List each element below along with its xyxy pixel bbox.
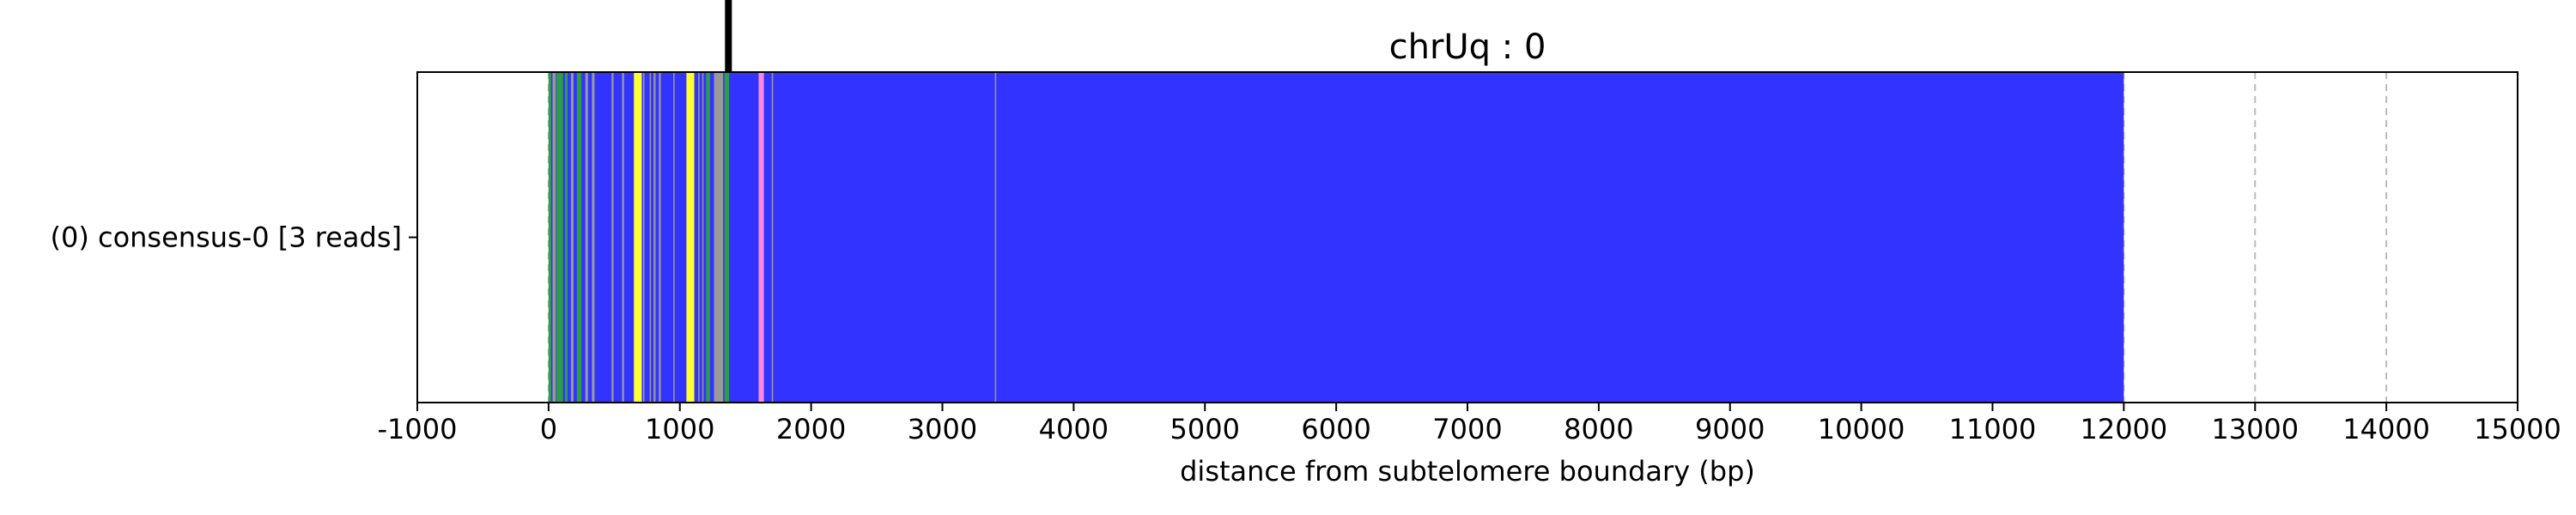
x-tick-label: 5000 — [1170, 413, 1240, 445]
x-axis: -1000 0 1000 2000 3000 4000 5000 6000 7000 8000 90… — [378, 403, 2561, 445]
track-segment — [564, 72, 568, 403]
x-tick-label: 14000 — [2342, 413, 2430, 445]
track-segment — [548, 72, 551, 403]
x-tick-label: 0 — [540, 413, 557, 445]
track-segment — [576, 72, 582, 403]
track-base-bar — [548, 72, 2124, 403]
x-tick-label: 6000 — [1301, 413, 1370, 445]
track-segment — [642, 72, 645, 403]
y-axis: (0) consensus-0 [3 reads] — [50, 221, 417, 254]
x-tick-label: 11000 — [1949, 413, 2037, 445]
x-tick-label: 15000 — [2474, 413, 2561, 445]
track-segment — [724, 72, 730, 403]
chart-title: chrUq : 0 — [1389, 27, 1546, 67]
track-segment — [706, 72, 710, 403]
track-segment — [673, 72, 675, 403]
track-segment — [686, 72, 695, 403]
track-segment — [622, 72, 624, 403]
x-tick-label: 1000 — [645, 413, 714, 445]
track-segment — [552, 72, 556, 403]
y-tick-label: (0) consensus-0 [3 reads] — [50, 221, 402, 254]
track-bars — [548, 72, 2124, 403]
track-segment — [611, 72, 614, 403]
track-segment — [702, 72, 704, 403]
x-tick-label: 3000 — [908, 413, 977, 445]
track-segment — [634, 72, 642, 403]
x-tick-label: 8000 — [1564, 413, 1633, 445]
x-tick-label: 10000 — [1818, 413, 1905, 445]
x-tick-label: 4000 — [1039, 413, 1109, 445]
x-tick-label: 2000 — [776, 413, 846, 445]
track-segment — [758, 72, 764, 403]
track-segment — [994, 72, 997, 403]
track-segment — [649, 72, 652, 403]
x-tick-label: 13000 — [2211, 413, 2299, 445]
track-segment — [714, 72, 724, 403]
track-segment — [698, 72, 700, 403]
x-tick-label: -1000 — [378, 413, 458, 445]
track-segment — [653, 72, 656, 403]
track-segment — [592, 72, 595, 403]
x-tick-label: 7000 — [1432, 413, 1502, 445]
track-segment — [570, 72, 574, 403]
track-segment — [771, 72, 774, 403]
x-tick-label: 12000 — [2080, 413, 2167, 445]
track-segment — [659, 72, 661, 403]
track-segment — [556, 72, 563, 403]
x-axis-label: distance from subtelomere boundary (bp) — [1180, 455, 1755, 488]
track-segment — [585, 72, 588, 403]
x-tick-label: 9000 — [1695, 413, 1765, 445]
